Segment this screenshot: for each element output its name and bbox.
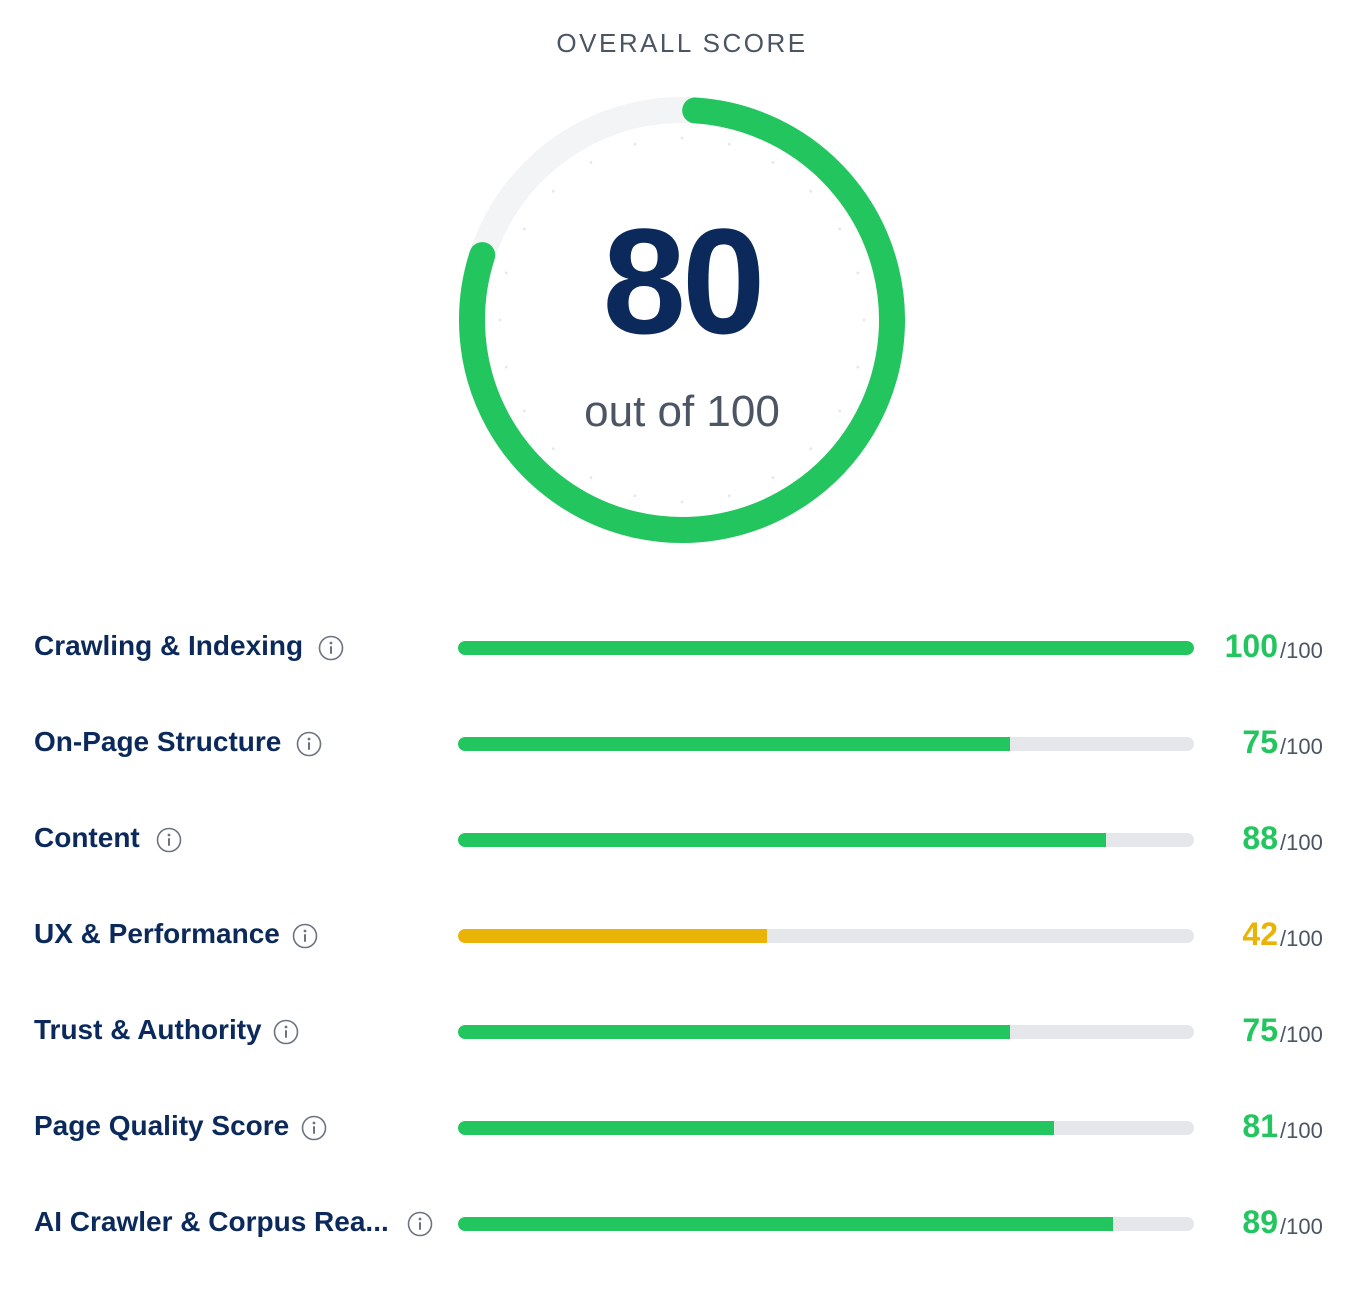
info-icon[interactable]: [301, 1115, 327, 1141]
progress-bar-fill: [458, 929, 768, 943]
info-icon[interactable]: [407, 1211, 433, 1237]
gauge-ring: [459, 97, 905, 543]
info-icon[interactable]: [296, 731, 322, 757]
gauge-tick: [498, 318, 502, 322]
gauge-tick: [504, 271, 508, 275]
metric-label: Content: [34, 822, 140, 853]
metric-row-page-quality-score: Page Quality Score 81 /100: [0, 1080, 1370, 1176]
gauge-tick: [809, 189, 813, 193]
metric-max: /100: [1280, 638, 1323, 663]
gauge-tick: [633, 142, 637, 146]
progress-bar-track: [458, 1217, 1194, 1231]
progress-bar-fill: [458, 833, 1106, 847]
metric-max: /100: [1280, 1214, 1323, 1239]
metric-score: 89: [1242, 1204, 1278, 1240]
progress-bar-track: [458, 1121, 1194, 1135]
info-icon[interactable]: [318, 635, 344, 661]
metric-row-on-page-structure: On-Page Structure 75 /100: [0, 696, 1370, 792]
metric-score: 75: [1242, 724, 1278, 760]
metric-score: 81: [1242, 1108, 1278, 1144]
gauge-tick: [856, 271, 860, 275]
metric-label: Page Quality Score: [34, 1110, 290, 1141]
gauge-tick: [838, 227, 842, 231]
info-icon[interactable]: [273, 1019, 299, 1045]
overall-score-gauge: 80 out of 100: [450, 88, 914, 552]
gauge-tick: [771, 476, 775, 480]
progress-bar-track: [458, 1025, 1194, 1039]
gauge-tick: [680, 136, 684, 140]
metric-row-ux-performance: UX & Performance 42 /100: [0, 888, 1370, 984]
metric-max: /100: [1280, 734, 1323, 759]
progress-bar-fill: [458, 641, 1194, 655]
progress-bar-track: [458, 641, 1194, 655]
metric-label: On-Page Structure: [34, 726, 282, 757]
progress-bar-fill: [458, 1121, 1055, 1135]
metric-label: AI Crawler & Corpus Rea...: [34, 1206, 389, 1237]
gauge-tick: [809, 447, 813, 451]
progress-bar-fill: [458, 1025, 1010, 1039]
metric-score: 88: [1242, 820, 1278, 856]
metric-max: /100: [1280, 1022, 1323, 1047]
gauge-tick: [551, 447, 555, 451]
gauge-tick: [522, 409, 526, 413]
info-icon[interactable]: [156, 827, 182, 853]
progress-bar-track: [458, 929, 1194, 943]
gauge-tick: [856, 365, 860, 369]
gauge-tick: [589, 160, 593, 164]
metric-row-crawling-indexing: Crawling & Indexing 100 /100: [0, 600, 1370, 696]
metric-max: /100: [1280, 926, 1323, 951]
gauge-tick: [727, 142, 731, 146]
progress-bar-track: [458, 737, 1194, 751]
metric-row-trust-authority: Trust & Authority 75 /100: [0, 984, 1370, 1080]
overall-score-value: 80: [602, 197, 766, 365]
gauge-tick: [522, 227, 526, 231]
metric-max: /100: [1280, 830, 1323, 855]
gauge-tick: [862, 318, 866, 322]
metric-row-ai-crawler-corpus: AI Crawler & Corpus Rea... 89 /100: [0, 1176, 1370, 1272]
gauge-tick: [838, 409, 842, 413]
progress-bar-fill: [458, 1217, 1114, 1231]
metric-label: Crawling & Indexing: [34, 630, 304, 661]
metric-row-content: Content 88 /100: [0, 792, 1370, 888]
gauge-tick: [589, 476, 593, 480]
metric-label: Trust & Authority: [34, 1014, 262, 1045]
gauge-tick: [680, 500, 684, 504]
gauge-progress-arc: [459, 97, 905, 543]
gauge-tick: [727, 494, 731, 498]
metric-label: UX & Performance: [34, 918, 280, 949]
info-icon[interactable]: [292, 923, 318, 949]
gauge-tick: [771, 160, 775, 164]
overall-score-subtitle: out of 100: [584, 387, 780, 436]
gauge-tick: [504, 365, 508, 369]
metric-score: 100: [1224, 628, 1278, 664]
gauge-tick: [551, 189, 555, 193]
metric-score: 75: [1242, 1012, 1278, 1048]
overall-score-title: OVERALL SCORE: [556, 28, 808, 58]
metric-max: /100: [1280, 1118, 1323, 1143]
progress-bar-track: [458, 833, 1194, 847]
gauge-tick: [633, 494, 637, 498]
progress-bar-fill: [458, 737, 1010, 751]
metric-score: 42: [1242, 916, 1278, 952]
